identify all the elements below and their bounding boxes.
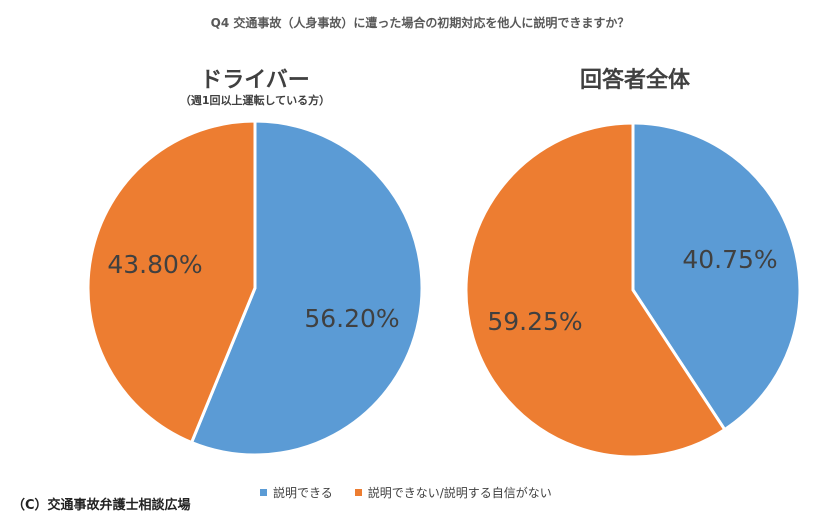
legend-label-can-explain: 説明できる	[273, 486, 333, 500]
pie-slice-drivers-can-explain	[189, 119, 424, 457]
pie-slice-drivers-cannot-explain	[86, 119, 257, 445]
pie-label-all-respondents-can-explain: 40.75%	[682, 245, 777, 274]
legend: 説明できる 説明できない/説明する自信がない	[260, 484, 574, 501]
legend-swatch-can-explain	[260, 489, 267, 496]
pie-label-drivers-can-explain: 56.20%	[304, 304, 399, 333]
chart-question-title: Q4 交通事故（人身事故）に遭った場合の初期対応を他人に説明できますか？	[210, 16, 630, 30]
legend-item-can-explain: 説明できる	[260, 484, 333, 501]
pie-title-drivers: ドライバー	[200, 68, 310, 93]
pie-subtitle-drivers: （週1回以上運転している方）	[179, 94, 331, 107]
legend-item-cannot-explain: 説明できない/説明する自信がない	[354, 484, 552, 501]
credit-text: （C）交通事故弁護士相談広場	[12, 498, 191, 513]
legend-label-cannot-explain: 説明できない/説明する自信がない	[367, 486, 552, 500]
legend-swatch-cannot-explain	[354, 489, 362, 496]
pie-slice-all-respondents-cannot-explain	[464, 121, 727, 459]
pie-label-drivers-cannot-explain: 43.80%	[107, 250, 202, 279]
pie-label-all-respondents-cannot-explain: 59.25%	[487, 307, 582, 336]
pie-title-all-respondents: 回答者全体	[579, 68, 690, 93]
